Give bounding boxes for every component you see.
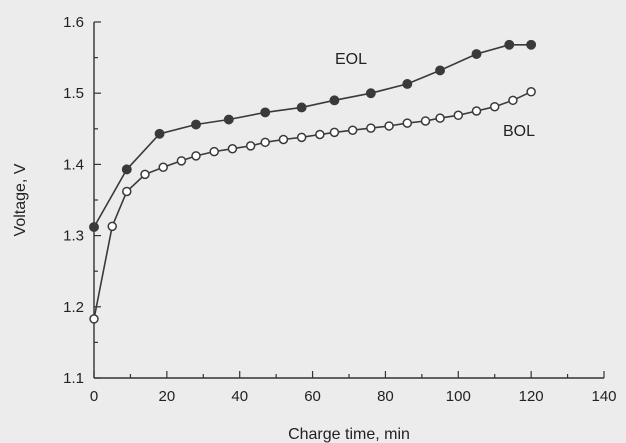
data-point-bol xyxy=(420,116,431,126)
x-tick-label: 120 xyxy=(519,388,544,405)
data-point-eol xyxy=(154,128,165,139)
data-point-bol xyxy=(489,101,500,112)
data-point-bol xyxy=(471,106,482,116)
y-tick-label: 1.6 xyxy=(63,14,84,31)
series-line-eol xyxy=(93,43,532,228)
x-tick-label: 40 xyxy=(231,388,248,405)
data-point-bol xyxy=(402,118,413,128)
data-point-bol xyxy=(366,123,376,133)
y-axis-ticks: 1.1 1.2 1.3 1.4 1.5 1.6 xyxy=(63,14,101,387)
series-label-bol: BOL xyxy=(503,123,535,140)
data-point-bol xyxy=(245,141,256,151)
x-axis-title: Charge time, min xyxy=(288,426,410,443)
y-axis-title: Voltage, V xyxy=(12,163,29,236)
data-point-bol xyxy=(260,137,270,148)
data-point-bol xyxy=(89,314,99,324)
data-point-bol xyxy=(435,113,445,123)
series-line-bol xyxy=(93,91,532,320)
x-tick-label: 100 xyxy=(446,388,471,405)
data-point-eol xyxy=(365,88,376,99)
data-point-eol xyxy=(526,39,537,50)
x-tick-label: 0 xyxy=(90,388,98,405)
plot-area: 0 20 40 60 80 100 120 140 1.1 1.2 1.3 1.4 1.5 1.6 xyxy=(63,14,616,405)
x-tick-label: 20 xyxy=(159,388,176,405)
data-point-eol xyxy=(89,222,99,233)
data-point-bol xyxy=(329,127,340,138)
x-tick-label: 60 xyxy=(304,388,321,405)
y-tick-label: 1.5 xyxy=(63,85,84,102)
data-point-eol xyxy=(296,102,307,113)
data-point-bol xyxy=(453,110,464,121)
data-point-bol xyxy=(122,186,132,197)
data-point-bol xyxy=(384,121,394,131)
data-point-eol xyxy=(435,65,446,76)
data-point-bol xyxy=(176,156,187,166)
y-tick-label: 1.3 xyxy=(63,228,84,245)
data-point-bol xyxy=(508,95,518,106)
data-point-bol xyxy=(227,143,238,154)
data-point-eol xyxy=(402,78,413,89)
data-point-eol xyxy=(121,164,132,175)
x-tick-label: 80 xyxy=(377,388,394,405)
data-point-bol xyxy=(347,125,358,135)
y-tick-label: 1.2 xyxy=(63,299,84,316)
data-point-bol xyxy=(315,129,325,140)
data-point-bol xyxy=(140,169,150,180)
data-point-eol xyxy=(223,114,234,125)
data-point-eol xyxy=(191,119,201,130)
y-tick-label: 1.1 xyxy=(63,370,84,387)
data-point-bol xyxy=(158,162,168,172)
series-layer xyxy=(89,39,537,324)
data-point-eol xyxy=(504,39,515,50)
x-tick-label: 140 xyxy=(591,388,616,405)
data-point-bol xyxy=(278,134,289,145)
y-tick-label: 1.4 xyxy=(63,156,84,173)
data-point-bol xyxy=(191,151,201,161)
data-point-bol xyxy=(209,146,219,157)
data-point-eol xyxy=(260,107,271,118)
data-point-eol xyxy=(471,49,482,59)
x-axis-ticks: 0 20 40 60 80 100 120 140 xyxy=(90,371,617,405)
data-point-eol xyxy=(329,95,340,106)
data-point-bol xyxy=(107,221,117,232)
data-point-bol xyxy=(526,87,536,97)
data-point-bol xyxy=(296,132,307,143)
series-label-eol: EOL xyxy=(335,51,367,68)
